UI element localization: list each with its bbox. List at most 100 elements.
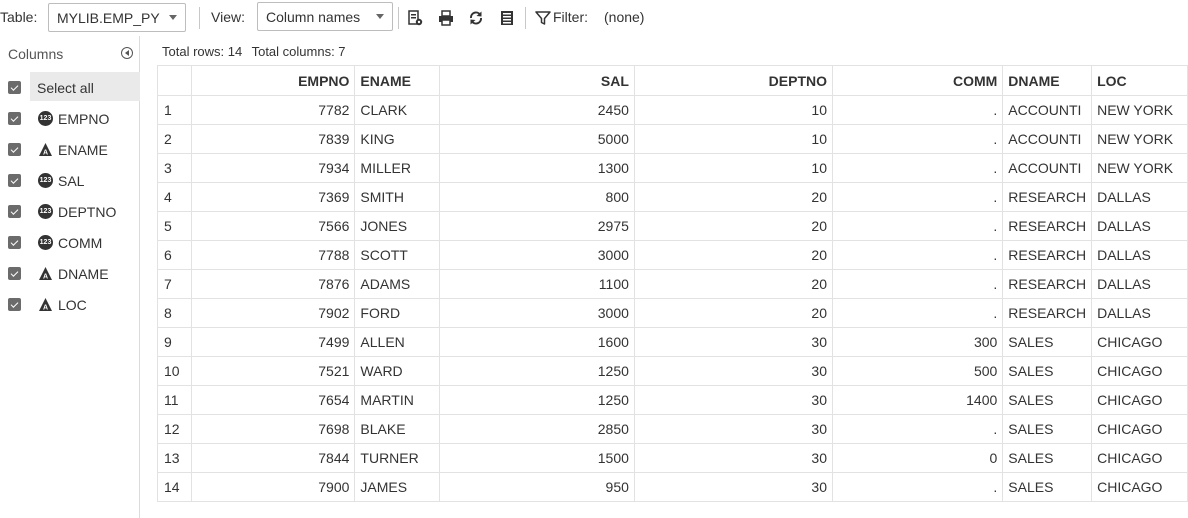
table-cell[interactable]: .: [831, 211, 1004, 241]
table-cell[interactable]: 1250: [439, 385, 635, 415]
table-cell[interactable]: 1250: [439, 356, 635, 386]
table-cell[interactable]: 1100: [439, 269, 635, 299]
table-cell[interactable]: 7566: [190, 211, 356, 241]
row-number-cell[interactable]: 10: [157, 356, 192, 386]
table-cell[interactable]: SALES: [1002, 443, 1093, 473]
table-cell[interactable]: 7934: [190, 153, 356, 183]
table-row[interactable]: 8 7902 FORD 3000 20. RESEARCH DALLAS: [157, 298, 1188, 328]
table-row[interactable]: 13 7844 TURNER 1500 30 0 SALES CHICAGO: [157, 443, 1188, 473]
filter-button[interactable]: [533, 8, 553, 28]
table-cell[interactable]: .: [831, 298, 1004, 328]
row-number-cell[interactable]: 9: [157, 327, 192, 357]
column-item-empno[interactable]: 123 EMPNO: [0, 103, 139, 134]
table-cell[interactable]: ADAMS: [354, 269, 441, 299]
table-cell[interactable]: DALLAS: [1091, 240, 1188, 270]
table-cell[interactable]: ALLEN: [354, 327, 441, 357]
table-cell[interactable]: NEW YORK: [1091, 153, 1188, 183]
column-item-loc[interactable]: A LOC: [0, 289, 139, 320]
table-cell[interactable]: SALES: [1002, 356, 1093, 386]
table-cell[interactable]: WARD: [354, 356, 441, 386]
table-cell[interactable]: .: [831, 182, 1004, 212]
table-cell[interactable]: ACCOUNTI: [1002, 153, 1093, 183]
table-cell[interactable]: DALLAS: [1091, 269, 1188, 299]
table-cell[interactable]: 7839: [190, 124, 356, 154]
table-cell[interactable]: 30: [633, 443, 834, 473]
table-row[interactable]: 6 7788 SCOTT 3000 20. RESEARCH DALLAS: [157, 240, 1188, 270]
table-cell[interactable]: 1300: [439, 153, 635, 183]
column-item-comm[interactable]: 123 COMM: [0, 227, 139, 258]
table-cell[interactable]: ACCOUNTI: [1002, 124, 1093, 154]
row-number-cell[interactable]: 11: [157, 385, 192, 415]
table-cell[interactable]: 7521: [190, 356, 356, 386]
column-item-dname[interactable]: A DNAME: [0, 258, 139, 289]
table-cell[interactable]: 10: [633, 153, 834, 183]
table-cell[interactable]: 0: [831, 443, 1004, 473]
table-cell[interactable]: NEW YORK: [1091, 124, 1188, 154]
table-cell[interactable]: .: [831, 153, 1004, 183]
table-cell[interactable]: KING: [354, 124, 441, 154]
column-properties-button[interactable]: [405, 8, 425, 28]
table-row[interactable]: 2 7839 KING 5000 10. ACCOUNTI NEW YORK: [157, 124, 1188, 154]
table-cell[interactable]: 2975: [439, 211, 635, 241]
select-all-checkbox[interactable]: [8, 81, 21, 94]
column-header-empno[interactable]: EMPNO: [190, 65, 356, 96]
row-number-cell[interactable]: 1: [157, 95, 192, 125]
row-number-cell[interactable]: 12: [157, 414, 192, 444]
table-select[interactable]: MYLIB.EMP_PY: [48, 3, 186, 32]
table-cell[interactable]: .: [831, 414, 1004, 444]
column-header-ename[interactable]: ENAME: [354, 65, 441, 96]
table-row[interactable]: 10 7521 WARD 1250 30 500 SALES CHICAGO: [157, 356, 1188, 386]
table-cell[interactable]: SALES: [1002, 472, 1093, 502]
table-row[interactable]: 12 7698 BLAKE 2850 30. SALES CHICAGO: [157, 414, 1188, 444]
table-row[interactable]: 1 7782 CLARK 2450 10. ACCOUNTI NEW YORK: [157, 95, 1188, 125]
table-cell[interactable]: SALES: [1002, 414, 1093, 444]
column-header-sal[interactable]: SAL: [439, 65, 635, 96]
table-cell[interactable]: 7782: [190, 95, 356, 125]
table-row[interactable]: 5 7566 JONES 2975 20. RESEARCH DALLAS: [157, 211, 1188, 241]
table-cell[interactable]: 950: [439, 472, 635, 502]
table-cell[interactable]: 7654: [190, 385, 356, 415]
table-cell[interactable]: 3000: [439, 240, 635, 270]
table-cell[interactable]: CHICAGO: [1091, 385, 1188, 415]
table-cell[interactable]: 7369: [190, 182, 356, 212]
column-item-ename[interactable]: A ENAME: [0, 134, 139, 165]
table-cell[interactable]: SALES: [1002, 327, 1093, 357]
table-cell[interactable]: CHICAGO: [1091, 414, 1188, 444]
table-cell[interactable]: DALLAS: [1091, 298, 1188, 328]
column-checkbox[interactable]: [8, 174, 21, 187]
table-cell[interactable]: CHICAGO: [1091, 327, 1188, 357]
table-cell[interactable]: MARTIN: [354, 385, 441, 415]
table-cell[interactable]: 7499: [190, 327, 356, 357]
table-cell[interactable]: RESEARCH: [1002, 240, 1093, 270]
table-cell[interactable]: 30: [633, 385, 834, 415]
table-cell[interactable]: SCOTT: [354, 240, 441, 270]
table-cell[interactable]: BLAKE: [354, 414, 441, 444]
table-cell[interactable]: 20: [633, 211, 834, 241]
table-cell[interactable]: 7876: [190, 269, 356, 299]
table-cell[interactable]: 3000: [439, 298, 635, 328]
table-cell[interactable]: 300: [831, 327, 1004, 357]
table-cell[interactable]: RESEARCH: [1002, 269, 1093, 299]
table-cell[interactable]: 1500: [439, 443, 635, 473]
column-item-sal[interactable]: 123 SAL: [0, 165, 139, 196]
table-cell[interactable]: JAMES: [354, 472, 441, 502]
table-cell[interactable]: RESEARCH: [1002, 298, 1093, 328]
table-cell[interactable]: 30: [633, 327, 834, 357]
table-cell[interactable]: 7788: [190, 240, 356, 270]
table-cell[interactable]: 2450: [439, 95, 635, 125]
table-cell[interactable]: 10: [633, 124, 834, 154]
column-header-deptno[interactable]: DEPTNO: [633, 65, 834, 96]
row-number-cell[interactable]: 8: [157, 298, 192, 328]
table-row[interactable]: 3 7934 MILLER 1300 10. ACCOUNTI NEW YORK: [157, 153, 1188, 183]
table-cell[interactable]: CHICAGO: [1091, 443, 1188, 473]
table-cell[interactable]: 5000: [439, 124, 635, 154]
table-cell[interactable]: .: [831, 240, 1004, 270]
table-cell[interactable]: RESEARCH: [1002, 182, 1093, 212]
collapse-panel-icon[interactable]: [121, 47, 133, 59]
refresh-button[interactable]: [466, 8, 486, 28]
column-checkbox[interactable]: [8, 205, 21, 218]
table-cell[interactable]: JONES: [354, 211, 441, 241]
column-checkbox[interactable]: [8, 236, 21, 249]
table-cell[interactable]: 7698: [190, 414, 356, 444]
table-cell[interactable]: 20: [633, 182, 834, 212]
